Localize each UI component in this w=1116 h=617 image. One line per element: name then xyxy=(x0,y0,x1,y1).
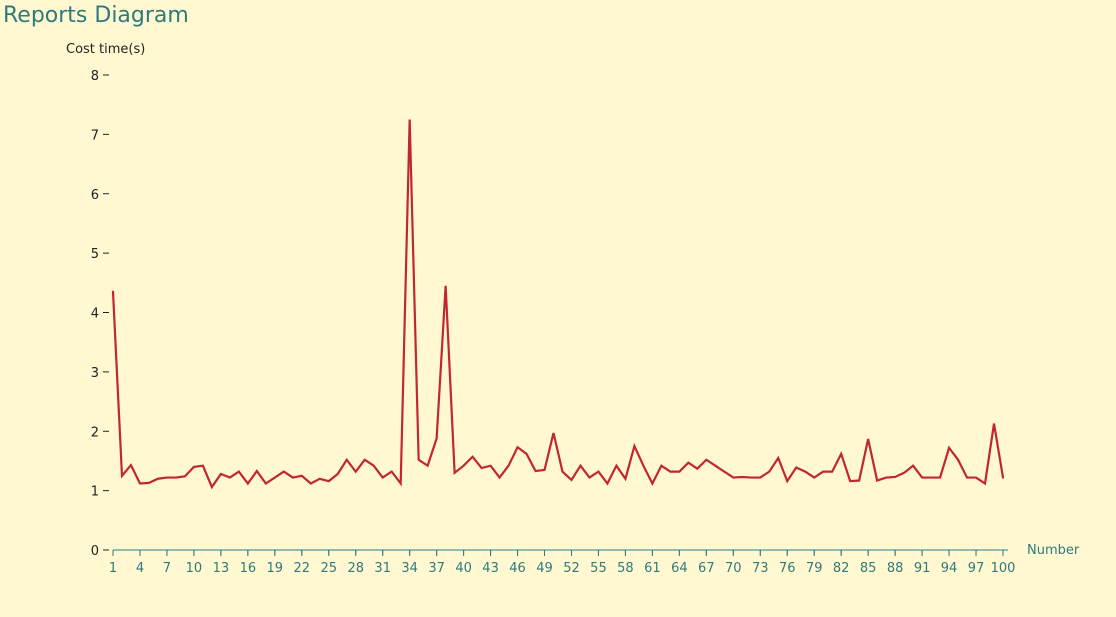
y-tick-label: 4 xyxy=(91,307,99,322)
x-tick-label: 61 xyxy=(644,561,661,576)
x-tick-label: 70 xyxy=(725,561,742,576)
x-tick-label: 100 xyxy=(991,561,1016,576)
x-tick-label: 67 xyxy=(698,561,715,576)
series-layer xyxy=(111,119,1005,490)
x-tick-label: 64 xyxy=(671,561,688,576)
x-tick-label: 46 xyxy=(509,561,526,576)
x-tick-label: 73 xyxy=(752,561,769,576)
x-tick-label: 82 xyxy=(833,561,850,576)
x-tick-label: 85 xyxy=(860,561,877,576)
y-axis: 0 1 2 3 4 5 6 7 8 xyxy=(91,69,109,559)
x-tick-label: 40 xyxy=(455,561,472,576)
y-tick-label: 8 xyxy=(91,69,99,84)
x-tick-label: 52 xyxy=(563,561,580,576)
x-tick-label: 10 xyxy=(186,561,203,576)
y-tick-label: 6 xyxy=(91,188,99,203)
x-tick-label: 94 xyxy=(941,561,958,576)
x-tick-label: 43 xyxy=(482,561,499,576)
x-axis-label: Number xyxy=(1027,543,1080,558)
x-tick-label: 4 xyxy=(136,561,144,576)
x-tick-label: 55 xyxy=(590,561,607,576)
x-tick-label: 37 xyxy=(428,561,445,576)
y-tick-label: 1 xyxy=(91,485,99,500)
x-tick-label: 88 xyxy=(887,561,904,576)
y-tick-label: 0 xyxy=(91,544,99,559)
x-tick-label: 58 xyxy=(617,561,634,576)
x-tick-label: 16 xyxy=(240,561,257,576)
y-tick-label: 3 xyxy=(91,366,99,381)
series-line xyxy=(111,119,1005,490)
page-title: Reports Diagram xyxy=(3,3,189,28)
x-tick-label: 7 xyxy=(163,561,171,576)
x-tick-label: 19 xyxy=(267,561,284,576)
x-tick-label: 97 xyxy=(968,561,985,576)
y-tick-label: 5 xyxy=(91,247,99,262)
x-tick-label: 91 xyxy=(914,561,931,576)
x-tick-label: 34 xyxy=(401,561,418,576)
y-tick-label: 7 xyxy=(91,128,99,143)
x-tick-label: 13 xyxy=(213,561,230,576)
x-tick-label: 76 xyxy=(779,561,796,576)
x-tick-label: 49 xyxy=(536,561,553,576)
x-tick-label: 28 xyxy=(347,561,364,576)
y-axis-label: Cost time(s) xyxy=(66,42,145,57)
x-tick-label: 22 xyxy=(294,561,311,576)
x-tick-label: 31 xyxy=(374,561,391,576)
y-tick-label: 2 xyxy=(91,425,99,440)
x-tick-label: 1 xyxy=(109,561,117,576)
x-tick-label: 79 xyxy=(806,561,823,576)
x-axis: 1 4 7 10 13 16 19 22 25 28 31 34 37 40 43 46 49 52 55 58 61 6… xyxy=(109,549,1016,576)
x-tick-label: 25 xyxy=(320,561,337,576)
